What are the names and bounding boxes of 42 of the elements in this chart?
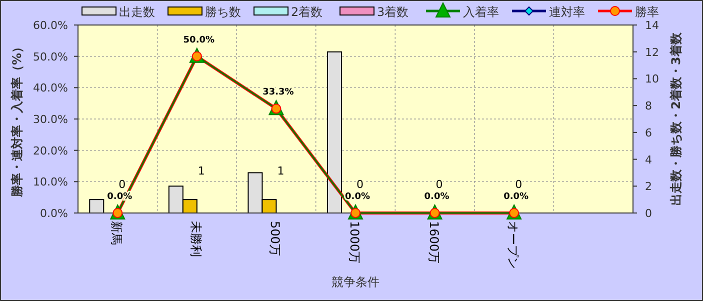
legend-label: 出走数 (119, 5, 155, 19)
y-tick-label: 50.0% (33, 50, 68, 64)
y-tick-label: 10.0% (33, 176, 68, 189)
y2-tick-label: 6 (645, 126, 652, 140)
legend-label: 連対率 (549, 5, 585, 19)
y2-tick-label: 2 (645, 180, 652, 194)
y-tick-label: 40.0% (33, 82, 68, 95)
x-tick-label: 500万 (268, 221, 282, 256)
data-label: 0 (436, 178, 443, 191)
y2-tick-label: 8 (645, 100, 652, 113)
x-tick-label: オープン (506, 221, 520, 269)
x-tick-label: 1000万 (348, 221, 362, 264)
y-tick-label: 30.0% (33, 113, 68, 126)
y-tick-label: 0.0% (40, 207, 68, 220)
y-tick-label: 60.0% (33, 19, 68, 32)
x-tick-label: 1600万 (426, 221, 441, 264)
data-label: 0.0% (345, 192, 370, 202)
data-label: 0.0% (424, 192, 450, 202)
data-label: 1 (277, 164, 284, 178)
y-axis-title: 勝率・連対率・入着率（%） (10, 40, 24, 198)
y2-tick-label: 12 (645, 46, 659, 59)
data-label: 33.3% (262, 88, 294, 98)
legend-label: 勝率 (635, 5, 659, 19)
y2-tick-label: 10 (645, 72, 659, 86)
data-label: 0 (118, 178, 126, 191)
data-label: 0.0% (504, 192, 529, 202)
y2-tick-label: 0 (645, 207, 652, 220)
data-label: 50.0% (183, 35, 215, 46)
x-tick-label: 未勝利 (188, 221, 203, 257)
legend-label: 勝ち数 (205, 5, 241, 19)
y2-tick-label: 14 (645, 19, 659, 32)
x-tick-label: 新馬 (110, 221, 124, 245)
data-label: 1 (198, 164, 205, 178)
x-axis-title: 競争条件 (332, 275, 380, 289)
y2-axis-title: 出走数・勝ち数・2着数・3着数 (669, 32, 683, 206)
legend-label: 3着数 (377, 5, 409, 19)
legend-label: 2着数 (291, 5, 323, 19)
y2-tick-label: 4 (645, 153, 652, 166)
data-label: 0 (515, 178, 522, 191)
legend-label: 入着率 (463, 5, 499, 19)
y-tick-label: 20.0% (33, 144, 68, 158)
data-label: 0 (356, 178, 364, 191)
